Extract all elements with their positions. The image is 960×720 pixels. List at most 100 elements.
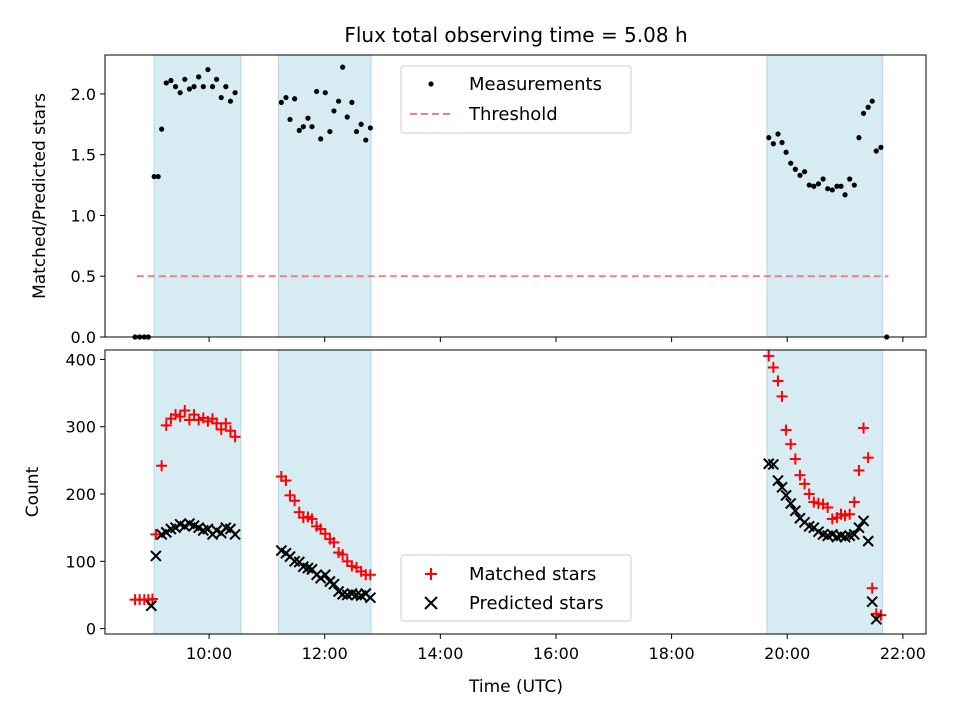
predicted-star-point-44 xyxy=(780,489,792,502)
measurement-point-49 xyxy=(788,160,794,166)
bottom-legend: Matched stars Predicted stars xyxy=(400,554,632,622)
top-shaded-interval-2 xyxy=(766,54,884,338)
matched-star-point-67 xyxy=(866,582,878,594)
matched-star-point-5 xyxy=(150,528,162,540)
measurement-point-68 xyxy=(873,148,879,154)
measurement-point-28 xyxy=(300,124,306,130)
matched-star-point-48 xyxy=(780,424,792,436)
matched-star-point-37 xyxy=(337,549,349,561)
measurement-point-42 xyxy=(363,137,369,143)
matched-star-point-4 xyxy=(146,593,158,605)
bottom-y-tick-label-2: 200 xyxy=(65,485,96,504)
measurement-point-60 xyxy=(838,183,844,189)
matched-star-point-24 xyxy=(280,475,292,487)
bottom-shaded-interval-2 xyxy=(766,349,884,635)
x-tick-label-5: 20:00 xyxy=(764,644,810,663)
measurement-points xyxy=(132,64,890,340)
predicted-star-point-43 xyxy=(776,481,788,493)
matched-star-point-46 xyxy=(772,375,784,387)
measurement-point-33 xyxy=(322,90,328,96)
bottom-legend-box xyxy=(400,554,632,622)
matched-star-point-64 xyxy=(853,464,865,476)
measurement-point-12 xyxy=(186,86,193,92)
measurement-point-34 xyxy=(327,128,333,135)
measurement-point-18 xyxy=(213,76,220,82)
matched-star-point-20 xyxy=(220,417,232,429)
measurement-point-27 xyxy=(296,127,302,133)
bottom-y-tick-label-0: 0 xyxy=(86,620,96,639)
predicted-star-point-64 xyxy=(870,613,882,625)
matched-star-point-22 xyxy=(229,431,241,443)
measurement-point-6 xyxy=(159,126,165,132)
legend-threshold-label: Threshold xyxy=(468,104,558,125)
measurement-point-54 xyxy=(811,183,817,189)
measurement-point-59 xyxy=(834,183,840,189)
top-y-tick-label-0: 0.0 xyxy=(71,328,96,347)
matched-star-point-44 xyxy=(763,350,775,362)
measurement-point-13 xyxy=(191,84,197,90)
matched-star-point-11 xyxy=(179,405,191,417)
x-tick-label-4: 18:00 xyxy=(649,644,695,663)
measurement-point-61 xyxy=(842,192,848,198)
matched-star-point-19 xyxy=(215,423,227,435)
measurement-point-17 xyxy=(209,84,216,90)
measurement-point-15 xyxy=(200,84,206,90)
measurement-point-24 xyxy=(283,94,289,101)
measurement-point-40 xyxy=(353,128,360,135)
matched-star-point-51 xyxy=(794,469,806,481)
measurement-point-38 xyxy=(344,114,350,120)
matched-star-point-63 xyxy=(848,496,860,508)
bottom-y-ticks: 0 100 200 300 400 xyxy=(65,350,105,639)
top-shaded-interval-1 xyxy=(277,54,372,338)
x-tick-label-2: 14:00 xyxy=(417,644,463,663)
bottom-shaded-interval-1 xyxy=(277,349,372,635)
top-y-tick-label-2: 1.0 xyxy=(71,206,96,225)
measurement-point-44 xyxy=(766,135,772,141)
x-tick-label-3: 16:00 xyxy=(533,644,579,663)
measurement-point-10 xyxy=(177,90,183,96)
matched-star-point-65 xyxy=(858,422,870,434)
measurement-point-62 xyxy=(847,176,853,182)
matched-star-point-30 xyxy=(306,513,318,525)
measurement-point-26 xyxy=(292,96,298,102)
measurement-point-25 xyxy=(287,116,293,123)
predicted-star-points xyxy=(145,458,882,625)
measurement-point-20 xyxy=(223,84,229,90)
predicted-star-point-18 xyxy=(229,528,241,541)
predicted-star-point-61 xyxy=(857,515,870,527)
predicted-star-point-62 xyxy=(862,535,874,547)
predicted-star-point-59 xyxy=(848,528,861,541)
legend-matched-marker xyxy=(425,568,437,580)
legend-predicted-label: Predicted stars xyxy=(469,593,603,614)
matched-star-point-53 xyxy=(803,488,815,500)
predicted-star-point-45 xyxy=(785,497,797,510)
predicted-star-point-39 xyxy=(364,591,377,604)
measurement-point-55 xyxy=(815,181,822,187)
matched-star-point-57 xyxy=(822,501,834,513)
matched-star-point-10 xyxy=(174,411,186,423)
x-axis-label: Time (UTC) xyxy=(468,677,563,697)
measurement-point-9 xyxy=(172,84,179,90)
predicted-star-point-60 xyxy=(853,521,865,534)
matched-star-point-7 xyxy=(160,419,172,431)
matched-star-point-26 xyxy=(289,495,301,507)
top-y-ticks: 0.0 0.5 1.0 1.5 2.0 xyxy=(71,85,105,347)
matched-star-point-6 xyxy=(156,460,168,472)
measurement-point-64 xyxy=(856,135,862,141)
matched-star-point-18 xyxy=(211,417,223,429)
measurement-point-69 xyxy=(878,144,884,150)
predicted-star-point-31 xyxy=(328,578,340,590)
predicted-star-point-41 xyxy=(767,458,780,471)
measurement-point-63 xyxy=(851,182,857,188)
top-y-tick-label-3: 1.5 xyxy=(71,146,96,165)
matched-star-point-52 xyxy=(799,478,811,490)
x-tick-label-6: 22:00 xyxy=(880,644,926,663)
measurement-point-41 xyxy=(358,121,364,127)
bottom-y-tick-label-3: 300 xyxy=(65,418,96,437)
measurement-point-11 xyxy=(182,76,188,82)
predicted-star-point-42 xyxy=(772,474,784,487)
bottom-y-tick-label-1: 100 xyxy=(65,552,96,571)
measurement-point-56 xyxy=(820,176,826,182)
measurement-point-51 xyxy=(797,172,803,178)
matched-star-point-49 xyxy=(785,438,797,450)
